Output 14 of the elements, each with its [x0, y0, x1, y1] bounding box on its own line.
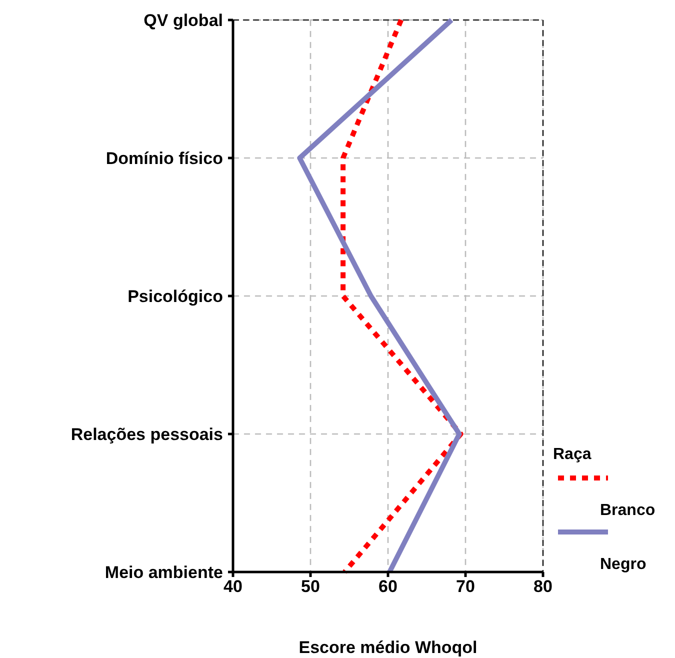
y-tick-label: QV global	[144, 11, 223, 30]
x-tick-label: 60	[378, 577, 398, 596]
y-tick-label: Meio ambiente	[104, 563, 223, 582]
text: Branco	[600, 502, 656, 519]
x-tick-label: 50	[301, 577, 320, 596]
x-axis-title: Escore médio Whoqol	[298, 638, 478, 657]
x-tick-label: 70	[456, 577, 475, 596]
text: Negro	[600, 556, 646, 573]
legend-title: Raça	[553, 446, 592, 463]
y-tick-label: Domínio físico	[106, 149, 223, 168]
x-tick-label: 40	[224, 577, 242, 596]
x-tick-label: 80	[534, 577, 552, 596]
y-tick-label: Relações pessoais	[70, 425, 223, 444]
y-tick-label: Psicológico	[128, 287, 223, 306]
